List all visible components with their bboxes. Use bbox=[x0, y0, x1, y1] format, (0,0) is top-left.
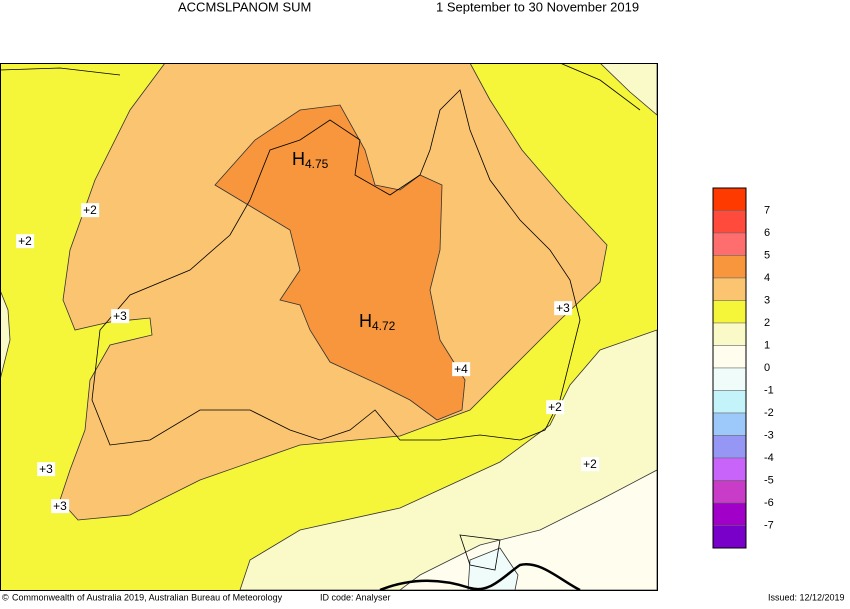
legend-label: -2 bbox=[764, 407, 774, 419]
legend-swatch bbox=[712, 412, 747, 436]
legend-label: -6 bbox=[764, 497, 774, 509]
legend-swatch bbox=[712, 457, 747, 481]
legend-swatch bbox=[712, 390, 747, 414]
front-line bbox=[379, 562, 581, 590]
legend-swatch bbox=[712, 345, 747, 369]
legend-label: -4 bbox=[764, 452, 774, 464]
copyright: Commonwealth of Australia 2019, Australi… bbox=[12, 592, 283, 602]
coastline bbox=[0, 63, 641, 571]
region-1-2 bbox=[0, 289, 11, 381]
legend-label: -7 bbox=[764, 519, 774, 531]
legend-swatch bbox=[712, 480, 747, 504]
legend-label: 0 bbox=[764, 362, 770, 374]
contour-label: +2 bbox=[83, 203, 97, 217]
legend-label: 6 bbox=[764, 227, 770, 239]
legend-swatch bbox=[712, 367, 747, 391]
contour-label-bg bbox=[37, 462, 56, 477]
legend-label: -5 bbox=[764, 474, 774, 486]
contour-label: +3 bbox=[39, 462, 53, 476]
contour-label-bg bbox=[16, 234, 35, 249]
contour-label-bg bbox=[111, 309, 130, 324]
legend-swatch bbox=[712, 255, 747, 279]
labels: +2+2+3+3+4+2+2+3+3H 4.75H 4.72 bbox=[16, 149, 600, 514]
contour-label: +3 bbox=[556, 301, 570, 315]
region-1-2 bbox=[599, 63, 657, 116]
contour-label: +2 bbox=[548, 400, 562, 414]
map bbox=[0, 63, 658, 591]
contour-label-bg bbox=[546, 400, 565, 415]
high-letter: H bbox=[292, 149, 305, 169]
high-letter: H bbox=[359, 311, 372, 331]
contour-label-bg bbox=[554, 301, 573, 316]
contour-label-bg bbox=[51, 499, 70, 514]
legend-label: 5 bbox=[764, 249, 770, 261]
period: 1 September to 30 November 2019 bbox=[436, 0, 639, 14]
high-value: 4.75 bbox=[305, 157, 329, 171]
id-code: ID code: Analyser bbox=[320, 592, 391, 602]
region-0-1 bbox=[399, 469, 657, 590]
legend-frame bbox=[712, 187, 747, 549]
contour-label: +3 bbox=[113, 309, 127, 323]
legend-swatch bbox=[712, 322, 747, 346]
legend-label: -1 bbox=[764, 384, 774, 396]
legend-label: -3 bbox=[764, 429, 774, 441]
legend-swatch bbox=[712, 525, 747, 549]
title: ACCMSLPANOM SUM bbox=[178, 0, 311, 14]
legend-swatch bbox=[712, 277, 747, 301]
region-4-5 bbox=[214, 104, 466, 421]
contour-label-bg bbox=[581, 457, 600, 472]
legend: 7 6 5 4 3 2 1 0 -1 -2 -3 -4 -5 -6 -7 bbox=[712, 187, 774, 549]
contour-label: +2 bbox=[583, 457, 597, 471]
contour-label-bg bbox=[452, 362, 471, 377]
legend-label: 2 bbox=[764, 317, 770, 329]
region-neg bbox=[467, 547, 519, 590]
map-frame bbox=[0, 63, 658, 591]
legend-swatch bbox=[712, 502, 747, 526]
legend-swatch bbox=[712, 187, 747, 211]
contour-label: +2 bbox=[18, 234, 32, 248]
legend-swatch bbox=[712, 300, 747, 324]
legend-label: 3 bbox=[764, 294, 770, 306]
copyright-symbol: © bbox=[2, 592, 9, 602]
high-value: 4.72 bbox=[372, 319, 396, 333]
legend-swatch bbox=[712, 232, 747, 256]
legend-label: 7 bbox=[764, 204, 770, 216]
contour-label: +4 bbox=[454, 362, 468, 376]
issued: Issued: 12/12/2019 bbox=[768, 592, 845, 602]
contour-label-bg bbox=[81, 203, 100, 218]
legend-swatch bbox=[712, 210, 747, 234]
legend-swatch bbox=[712, 435, 747, 459]
legend-label: 1 bbox=[764, 339, 770, 351]
contour-label: +3 bbox=[53, 499, 67, 513]
legend-label: 4 bbox=[764, 272, 770, 284]
